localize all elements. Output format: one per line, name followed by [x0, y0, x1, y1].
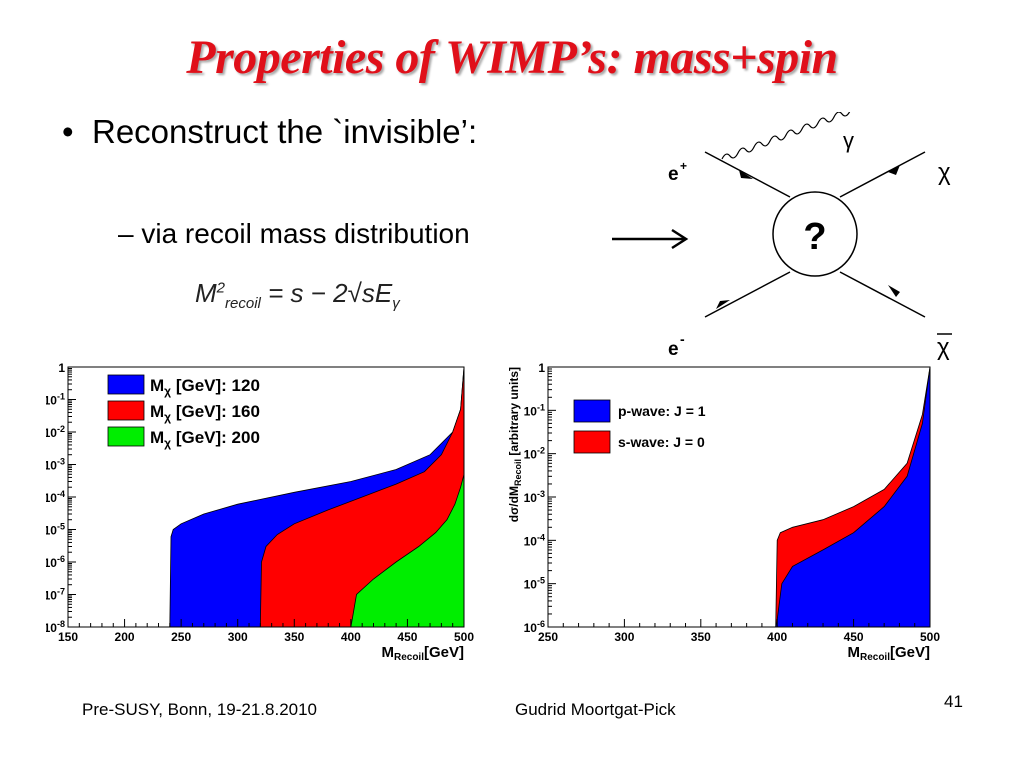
legend-swatch-1	[573, 399, 611, 423]
x-tick-label: 500	[454, 630, 474, 644]
formula-sub: recoil	[225, 295, 261, 313]
x-tick-label: 200	[115, 630, 135, 644]
bullet-point: • Reconstruct the `invisible’:	[62, 113, 477, 151]
x-axis-label: MRecoil[GeV]	[847, 644, 930, 663]
y-tick-label: 10-6	[46, 554, 65, 570]
slide-title: Properties of WIMP’s: mass+spin	[186, 31, 838, 84]
x-tick-label: 250	[538, 630, 558, 644]
x-tick-label: 450	[397, 630, 417, 644]
legend-label-1: Mχ [GeV]: 160	[150, 402, 260, 424]
y-tick-label: 10-3	[524, 489, 545, 505]
electron-arrow-icon	[716, 300, 730, 309]
x-tick-label: 500	[920, 630, 940, 644]
legend-label-0: Mχ [GeV]: 120	[150, 376, 260, 398]
formula-gamma: γ	[392, 295, 400, 313]
y-tick-label: 10-4	[46, 489, 65, 505]
legend-label-2: Mχ [GeV]: 200	[150, 428, 260, 450]
sub-bullet: – via recoil mass distribution	[118, 218, 470, 249]
photon-wavy-line	[721, 112, 851, 160]
chart1-legend: Mχ [GeV]: 120 Mχ [GeV]: 160 Mχ [GeV]: 200	[107, 374, 260, 450]
spin-recoil-chart: 250 300 350 400 450 50010-610-510-410-310-210…	[507, 361, 940, 663]
legend-swatch-0	[107, 374, 145, 395]
x-tick-label: 450	[844, 630, 864, 644]
y-axis-label: dσ/dMRecoil [arbitrary units]	[507, 367, 523, 522]
legend-swatch-2	[107, 426, 145, 447]
interaction-blob	[772, 191, 858, 277]
x-tick-label: 400	[341, 630, 361, 644]
formula-lhs: M	[195, 278, 217, 308]
x-tick-label: 350	[284, 630, 304, 644]
y-tick-label: 10-5	[524, 576, 545, 592]
chi-line	[839, 151, 926, 198]
y-tick-label: 10-4	[524, 532, 545, 548]
blob-question-mark: ?	[803, 216, 826, 258]
right-arrow-icon	[612, 228, 689, 250]
positron-line	[704, 151, 791, 198]
chart2-legend: p-wave: J = 1 s-wave: J = 0	[573, 399, 706, 454]
positron-label: e	[668, 164, 679, 185]
bullet-dot-icon: •	[62, 113, 74, 150]
series-area-1	[68, 366, 465, 628]
feynman-diagram: ? γ e + e - χ χ	[668, 112, 952, 361]
y-tick-label: 10-5	[46, 522, 65, 538]
x-tick-label: 300	[614, 630, 634, 644]
electron-label: e	[668, 339, 679, 360]
y-tick-label: 10-2	[524, 446, 545, 462]
y-tick-label: 1	[538, 361, 545, 375]
legend-label-0: s-wave: J = 0	[618, 434, 705, 450]
y-tick-label: 10-1	[46, 392, 65, 408]
chibar-label: χ	[937, 334, 950, 361]
footer-center: Gudrid Moortgat-Pick	[515, 700, 676, 719]
electron-sup: -	[680, 331, 685, 347]
legend-swatch-1	[107, 400, 145, 421]
chibar-arrow-icon	[888, 285, 900, 297]
positron-sup: +	[680, 159, 687, 173]
legend-swatch-0	[573, 430, 611, 454]
legend-label-1: p-wave: J = 1	[618, 403, 706, 419]
chibar-line	[839, 271, 926, 318]
electron-line	[704, 271, 791, 318]
x-tick-label: 150	[58, 630, 78, 644]
formula-sup: 2	[216, 279, 226, 297]
chi-arrow-icon	[888, 165, 900, 175]
y-tick-label: 10-1	[524, 402, 545, 418]
x-tick-label: 300	[228, 630, 248, 644]
y-tick-label: 10-3	[46, 457, 65, 473]
formula-rhs: = s − 2√sE	[268, 278, 393, 308]
footer-left: Pre-SUSY, Bonn, 19-21.8.2010	[82, 700, 318, 719]
y-tick-label: 10-2	[46, 424, 65, 440]
positron-arrow-icon	[739, 170, 753, 179]
x-axis-label: MRecoil[GeV]	[381, 644, 464, 663]
chi-label: χ	[938, 159, 951, 186]
y-tick-label: 10-7	[46, 587, 65, 603]
page-number: 41	[944, 692, 963, 711]
x-tick-label: 250	[171, 630, 191, 644]
y-tick-label: 1	[58, 361, 65, 375]
x-tick-label: 350	[691, 630, 711, 644]
mass-recoil-chart: 150 200 250 300 350 400 450 50010-810-710-610-5…	[46, 361, 474, 663]
recoil-mass-formula: M2recoil = s − 2√sEγ	[195, 278, 400, 312]
x-tick-label: 400	[767, 630, 787, 644]
photon-label: γ	[843, 128, 854, 153]
bullet-text: Reconstruct the `invisible’:	[92, 113, 478, 150]
